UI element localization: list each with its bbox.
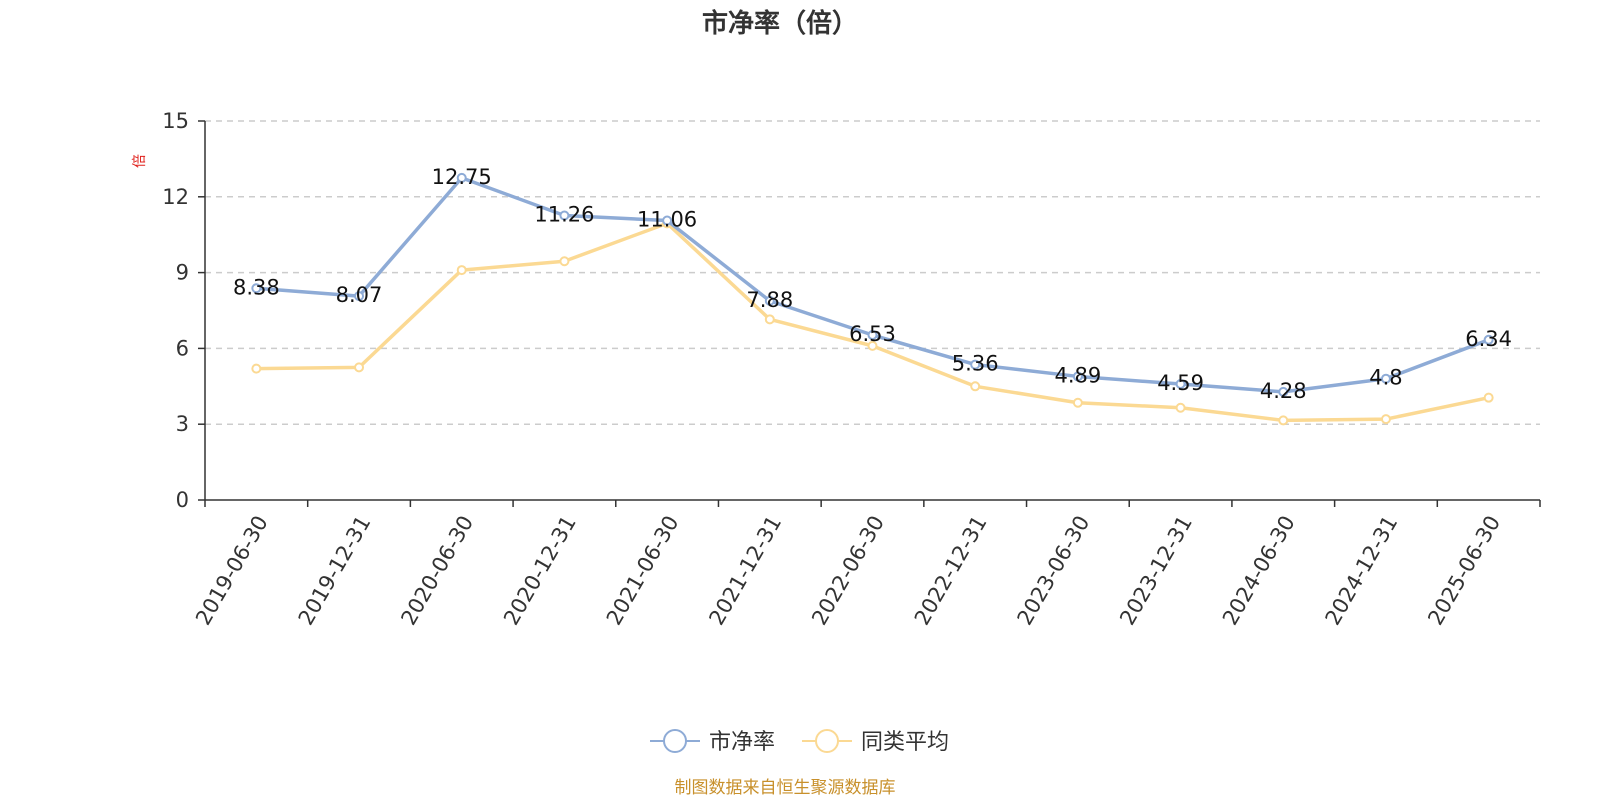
data-point [1278, 415, 1289, 426]
data-label: 11.26 [534, 202, 594, 226]
data-point [354, 362, 365, 373]
chart-title: 市净率（倍） [702, 8, 858, 39]
legend-item[interactable]: 市净率 [650, 729, 775, 755]
data-label: 6.53 [849, 322, 896, 346]
data-label: 8.38 [233, 275, 280, 299]
data-point [1483, 334, 1494, 345]
data-point [1380, 373, 1391, 384]
data-point [1175, 379, 1186, 390]
y-tick-label: 3 [176, 412, 189, 436]
data-point [251, 283, 262, 294]
axes: 0 3 6 9 12 15 2019-06-30 2019-12-31 2020-06-30 20… [162, 109, 1541, 630]
x-tick-label: 2020-06-30 [396, 512, 478, 630]
data-label: 4.89 [1055, 363, 1102, 387]
data-label: 5.36 [952, 352, 999, 376]
y-tick-label: 9 [176, 261, 189, 285]
data-point [1175, 402, 1186, 413]
x-tick-label: 2023-12-31 [1115, 512, 1197, 630]
x-tick-label: 2019-12-31 [294, 512, 376, 630]
data-point [867, 330, 878, 341]
y-tick-label: 12 [162, 185, 189, 209]
legend-marker [815, 729, 839, 753]
legend[interactable]: 市净率 同类平均 [650, 729, 949, 755]
data-point [1072, 397, 1083, 408]
legend-label: 同类平均 [861, 730, 949, 755]
gridlines [205, 120, 1540, 425]
data-point [559, 210, 570, 221]
x-tick-label: 2024-06-30 [1218, 512, 1300, 630]
data-label: 12.75 [432, 165, 492, 189]
data-label: 7.88 [746, 288, 793, 312]
data-point [764, 295, 775, 306]
data-point [970, 359, 981, 370]
x-tick-label: 2022-06-30 [807, 512, 889, 630]
source-note: 制图数据来自恒生聚源数据库 [675, 778, 896, 798]
data-point [456, 265, 467, 276]
y-tick-label: 6 [176, 336, 189, 360]
y-tick-label: 15 [162, 109, 189, 133]
series-group [251, 172, 1494, 426]
data-point [559, 256, 570, 267]
data-label: 4.8 [1369, 366, 1402, 390]
data-label: 6.34 [1465, 327, 1512, 351]
data-point [970, 381, 981, 392]
x-tick-label: 2019-06-30 [191, 512, 273, 630]
data-label: 4.28 [1260, 379, 1307, 403]
data-labels: 8.38 8.07 12.75 11.26 11.06 7.88 6.53 5.36 4.89 4… [233, 165, 1512, 403]
series-line-0 [256, 176, 1490, 394]
data-point [251, 363, 262, 374]
legend-label: 市净率 [709, 730, 775, 755]
x-tick-label: 2021-12-31 [704, 512, 786, 630]
data-point [764, 314, 775, 325]
x-tick-label: 2025-06-30 [1423, 512, 1505, 630]
data-point [662, 215, 673, 226]
legend-item[interactable]: 同类平均 [802, 729, 949, 755]
data-point [1483, 392, 1494, 403]
x-tick-label: 2020-12-31 [499, 512, 581, 630]
data-point [1072, 371, 1083, 382]
data-point [456, 172, 467, 183]
legend-marker [663, 729, 687, 753]
data-label: 11.06 [637, 208, 697, 232]
x-tick-label: 2022-12-31 [910, 512, 992, 630]
x-tick-label: 2024-12-31 [1321, 512, 1403, 630]
y-axis-label: 倍 [132, 154, 148, 168]
data-point [1380, 414, 1391, 425]
data-point [354, 291, 365, 302]
data-label: 8.07 [336, 283, 383, 307]
x-tick-label: 2021-06-30 [602, 512, 684, 630]
data-point [1278, 386, 1289, 397]
data-label: 4.59 [1157, 371, 1204, 395]
data-point [867, 340, 878, 351]
x-tick-label: 2023-06-30 [1013, 512, 1095, 630]
y-tick-label: 0 [176, 488, 189, 512]
